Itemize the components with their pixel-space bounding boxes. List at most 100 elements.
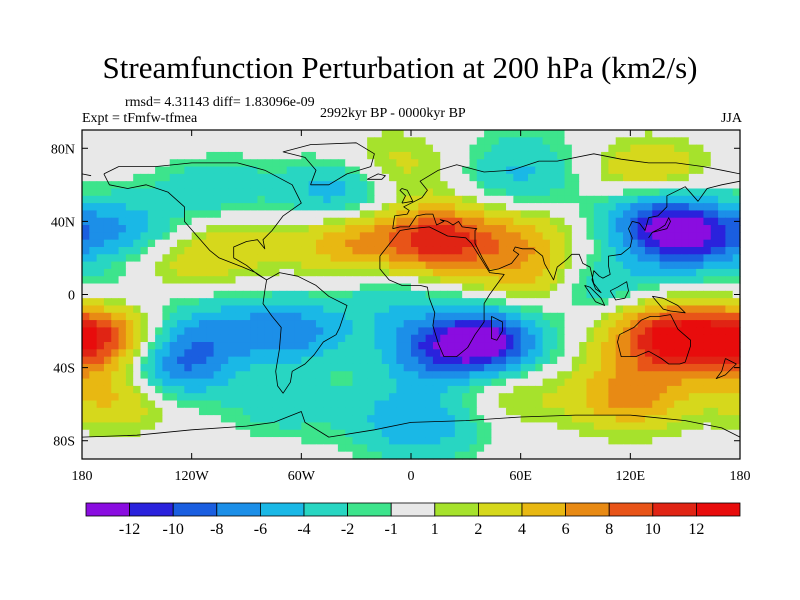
field-cell [403,188,412,197]
field-cell [345,246,354,255]
field-cell [520,334,529,343]
field-cell [89,130,98,138]
field-cell [564,334,573,343]
field-cell [125,371,134,380]
field-cell [586,290,595,299]
field-cell [111,342,120,350]
field-cell [272,188,280,197]
field-cell [206,232,215,241]
field-cell [337,415,346,424]
field-cell [250,363,259,372]
field-cell [250,371,259,380]
field-cell [703,254,712,263]
field-cell [374,400,383,409]
field-cell [571,451,580,460]
field-cell [688,407,697,416]
field-cell [637,232,646,241]
field-cell [177,159,185,168]
field-cell [337,349,346,358]
field-cell [637,422,646,431]
field-cell [476,268,485,277]
field-cell [264,305,273,314]
field-cell [425,151,434,160]
field-cell [506,320,514,328]
field-cell [403,239,412,248]
field-cell [162,451,171,460]
field-cell [579,451,588,460]
field-cell [323,363,332,372]
field-cell [674,144,683,153]
field-cell [250,327,259,336]
field-cell [623,188,631,197]
field-cell [447,305,456,314]
field-cell [264,246,273,255]
field-cell [250,188,259,197]
field-cell [147,232,156,241]
field-cell [535,261,544,270]
field-cell [147,342,156,350]
field-cell [476,378,485,387]
field-cell [564,232,573,241]
field-cell [184,349,193,358]
field-cell [520,378,529,387]
field-cell [308,276,317,285]
field-cell [652,298,661,307]
field-cell [425,320,434,328]
field-cell [228,320,237,328]
field-cell [111,246,120,255]
field-cell [652,188,661,197]
field-cell [315,342,324,350]
field-cell [498,159,507,168]
field-cell [125,393,134,402]
field-cell [535,239,544,248]
field-cell [644,203,653,212]
field-cell [601,407,609,416]
field-cell [542,422,551,431]
field-cell [476,290,485,299]
field-cell [374,210,383,219]
field-cell [710,130,719,138]
field-cell [542,151,551,160]
field-cell [279,378,288,387]
field-cell [147,312,156,321]
field-cell [462,261,471,270]
field-cell [301,393,310,402]
field-cell [147,444,156,453]
field-cell [162,232,171,241]
field-cell [264,268,273,277]
field-cell [374,137,383,146]
field-cell [476,173,485,182]
field-cell [579,283,588,292]
field-cell [623,378,631,387]
field-cell [184,217,193,226]
field-cell [323,342,332,350]
field-cell [133,437,142,445]
field-cell [308,232,317,241]
field-cell [198,283,207,292]
field-cell [725,181,734,190]
field-cell [250,203,259,212]
field-cell [323,195,332,204]
field-cell [191,451,200,460]
field-cell [330,166,339,175]
field-cell [272,195,280,204]
field-cell [454,298,463,307]
field-cell [491,188,500,197]
field-cell [623,137,631,146]
field-cell [535,356,544,365]
field-cell [718,437,726,445]
field-cell [264,261,273,270]
field-cell [111,444,120,453]
field-cell [89,298,98,307]
field-cell [315,385,324,394]
field-cell [476,276,485,285]
field-cell [491,363,500,372]
field-cell [235,210,244,219]
field-cell [520,342,529,350]
field-cell [652,283,661,292]
field-cell [169,290,178,299]
field-cell [125,203,134,212]
field-cell [498,444,507,453]
field-cell [564,261,573,270]
field-cell [315,173,324,182]
